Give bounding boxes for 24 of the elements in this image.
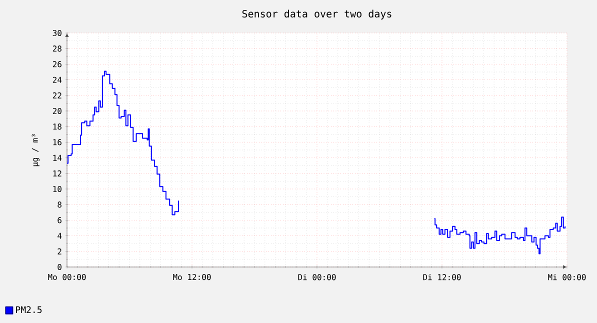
y-tick-label: 14: [53, 154, 62, 161]
y-tick-label: 6: [58, 217, 62, 224]
y-tick-label: 12: [53, 170, 62, 176]
chart-title: Sensor data over two days: [242, 10, 392, 20]
x-tick-label: Mo 00:00: [48, 274, 86, 280]
y-tick-label: 24: [52, 76, 62, 83]
x-tick-label: Di 00:00: [298, 274, 336, 280]
y-tick-label: 30: [52, 30, 62, 36]
y-tick-label: 0: [58, 264, 62, 270]
y-tick-label: 10: [53, 186, 62, 192]
y-tick-label: 20: [52, 108, 62, 114]
y-tick-label: 26: [52, 61, 62, 68]
y-tick-label: 22: [52, 92, 62, 98]
x-tick-label: Mi 00:00: [548, 274, 586, 280]
y-tick-label: 2: [58, 248, 62, 254]
y-axis-title: µg / m³: [32, 134, 40, 166]
y-tick-label: 8: [58, 202, 62, 208]
x-tick-label: Di 12:00: [423, 274, 461, 280]
x-tick-label: Mo 12:00: [173, 274, 211, 280]
y-tick-label: 18: [53, 124, 62, 130]
y-tick-label: 28: [52, 46, 62, 52]
legend-label: PM2.5: [16, 306, 42, 314]
y-tick-label: 4: [58, 232, 62, 239]
y-tick-label: 16: [53, 139, 62, 146]
